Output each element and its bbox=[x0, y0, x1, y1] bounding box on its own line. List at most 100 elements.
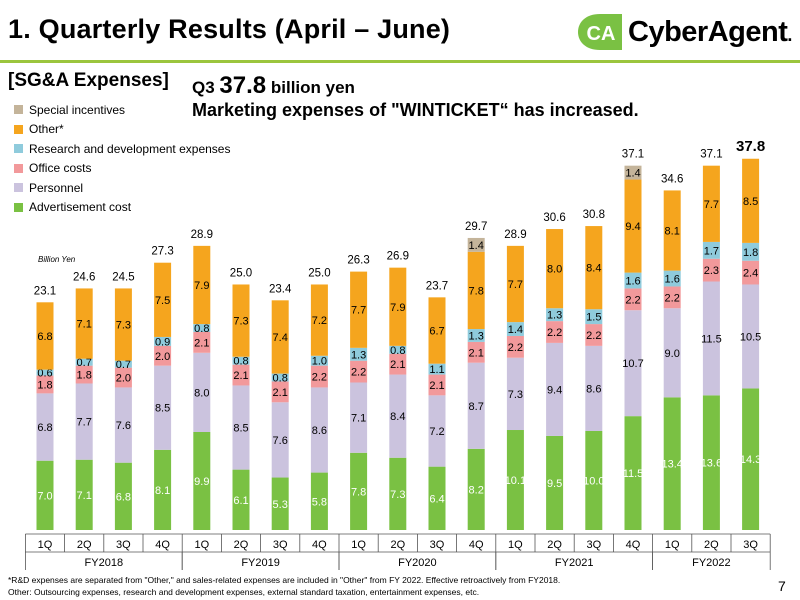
bar-segment bbox=[546, 308, 564, 322]
fiscal-year-label: FY2020 bbox=[398, 557, 437, 569]
legend-label: Office costs bbox=[29, 161, 92, 176]
data-label: 9.4 bbox=[625, 221, 640, 233]
bar-segment bbox=[624, 165, 642, 180]
total-label: 25.0 bbox=[308, 267, 330, 279]
total-label: 29.7 bbox=[465, 221, 487, 233]
bar-segment bbox=[75, 288, 93, 359]
data-label: 5.3 bbox=[273, 499, 288, 511]
data-label: 10.1 bbox=[505, 475, 526, 487]
data-label: 13.6 bbox=[701, 458, 722, 470]
bar-segment bbox=[75, 459, 93, 530]
data-label: 7.9 bbox=[194, 280, 209, 292]
tick-label: 1Q bbox=[38, 539, 53, 551]
data-label: 1.8 bbox=[77, 370, 92, 382]
data-label: 1.4 bbox=[469, 240, 484, 252]
legend-item: Personnel bbox=[14, 178, 230, 198]
total-label: 37.8 bbox=[736, 138, 765, 155]
bar-segment bbox=[350, 347, 368, 361]
data-label: 2.1 bbox=[233, 370, 248, 382]
bar-segment bbox=[428, 297, 446, 364]
page-number: 7 bbox=[778, 578, 786, 594]
tick-label: 2Q bbox=[704, 539, 719, 551]
data-label: 7.1 bbox=[351, 413, 366, 425]
tick-label: 2Q bbox=[547, 539, 562, 551]
bar-segment bbox=[428, 395, 446, 467]
tick-label: 1Q bbox=[194, 539, 209, 551]
tick-label: 2Q bbox=[77, 539, 92, 551]
data-label: 6.7 bbox=[429, 326, 444, 338]
data-label: 2.1 bbox=[390, 359, 405, 371]
header-divider bbox=[0, 60, 800, 63]
bar-segment bbox=[506, 357, 524, 431]
bar-segment bbox=[154, 365, 172, 450]
data-label: 2.1 bbox=[194, 337, 209, 349]
footnote-line-2: Other: Outsourcing expenses, research an… bbox=[8, 587, 480, 597]
bar-segment bbox=[193, 431, 211, 530]
data-label: 0.8 bbox=[194, 323, 209, 335]
tick-label: 3Q bbox=[116, 539, 131, 551]
data-label: 2.3 bbox=[704, 265, 719, 277]
data-label: 0.8 bbox=[390, 345, 405, 357]
data-label: 5.8 bbox=[312, 496, 327, 508]
bar-segment bbox=[114, 462, 132, 530]
bar-segment bbox=[271, 300, 289, 374]
tick-label: 3Q bbox=[430, 539, 445, 551]
headline-message: Marketing expenses of "WINTICKET“ has in… bbox=[192, 100, 639, 120]
data-label: 1.5 bbox=[586, 312, 601, 324]
bar-segment bbox=[663, 397, 681, 530]
bar-segment bbox=[154, 262, 172, 337]
tick-label: 3Q bbox=[743, 539, 758, 551]
data-label: 1.7 bbox=[704, 245, 719, 257]
bar-segment bbox=[114, 367, 132, 388]
data-label: 7.7 bbox=[77, 417, 92, 429]
bar-segment bbox=[193, 324, 211, 332]
data-label: 7.9 bbox=[390, 302, 405, 314]
bar-segment bbox=[506, 322, 524, 336]
bar-segment bbox=[467, 341, 485, 363]
bar-segment bbox=[75, 358, 93, 366]
headline-quarter: Q3 bbox=[192, 78, 215, 97]
data-label: 7.8 bbox=[351, 486, 366, 498]
data-label: 8.5 bbox=[155, 403, 170, 415]
legend-item: Special incentives bbox=[14, 100, 230, 120]
bar-segment bbox=[546, 229, 564, 309]
bar-segment bbox=[702, 165, 720, 242]
tick-label: 4Q bbox=[626, 539, 641, 551]
legend-label: Advertisement cost bbox=[29, 200, 132, 215]
data-label: 10.0 bbox=[583, 476, 604, 488]
data-label: 6.8 bbox=[116, 491, 131, 503]
data-label: 1.3 bbox=[351, 349, 366, 361]
tick-label: 3Q bbox=[586, 539, 601, 551]
data-label: 8.7 bbox=[469, 401, 484, 413]
legend-swatch bbox=[14, 163, 23, 173]
total-label: 26.9 bbox=[387, 251, 409, 263]
data-label: 14.3 bbox=[740, 454, 761, 466]
bar-segment bbox=[624, 288, 642, 311]
bar-segment bbox=[585, 345, 603, 431]
legend-swatch bbox=[14, 105, 23, 115]
legend-swatch bbox=[14, 124, 23, 134]
legend-item: Office costs bbox=[14, 159, 230, 179]
fiscal-year-label: FY2019 bbox=[241, 557, 280, 569]
footnote-line-1: *R&D expenses are separated from "Other,… bbox=[8, 575, 561, 585]
data-label: 1.8 bbox=[743, 247, 758, 259]
data-label: 1.3 bbox=[547, 310, 562, 322]
bar-segment bbox=[389, 353, 407, 375]
data-label: 7.8 bbox=[469, 285, 484, 297]
bar-segment bbox=[389, 267, 407, 346]
legend-item: Other* bbox=[14, 120, 230, 140]
data-label: 0.8 bbox=[233, 356, 248, 368]
data-label: 7.6 bbox=[273, 435, 288, 447]
data-label: 7.3 bbox=[390, 489, 405, 501]
data-label: 9.5 bbox=[547, 478, 562, 490]
data-label: 8.6 bbox=[312, 425, 327, 437]
data-label: 8.4 bbox=[586, 263, 601, 275]
bar-segment bbox=[232, 385, 250, 470]
bar-segment bbox=[232, 356, 250, 365]
tick-label: 1Q bbox=[665, 539, 680, 551]
legend-label: Other* bbox=[29, 122, 64, 137]
bar-segment bbox=[154, 449, 172, 530]
bar-segment bbox=[742, 242, 760, 261]
data-label: 0.7 bbox=[77, 357, 92, 369]
data-label: 10.7 bbox=[622, 358, 643, 370]
